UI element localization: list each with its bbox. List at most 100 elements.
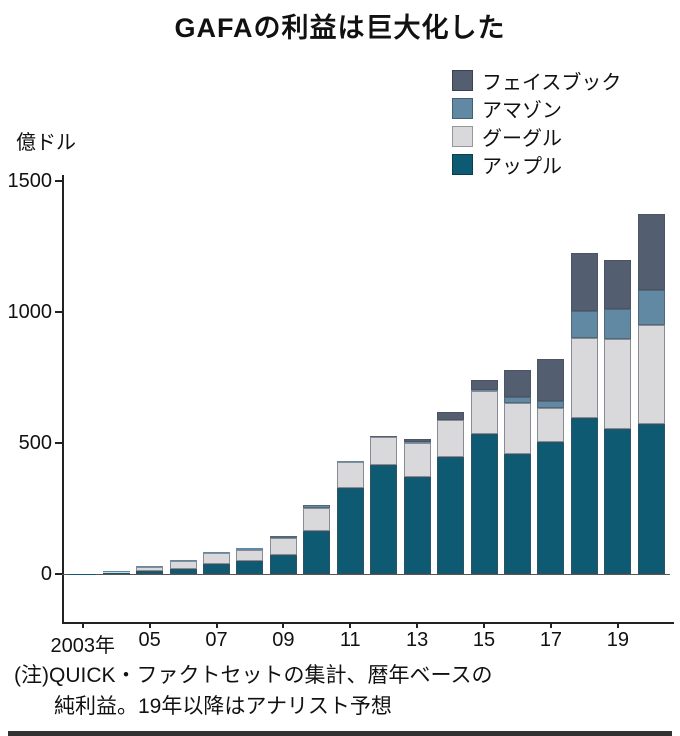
x-axis-label-07: 07 xyxy=(205,629,228,651)
bar-2008 xyxy=(236,548,264,574)
y-axis-line xyxy=(62,175,64,624)
bar-2012 xyxy=(370,436,398,574)
bar-segment-2009 xyxy=(269,555,297,574)
bar-segment-2010 xyxy=(303,505,331,509)
bar-segment-2010 xyxy=(303,530,331,574)
bar-2020 xyxy=(637,214,665,574)
bar-2015 xyxy=(470,380,498,574)
x-tick-13 xyxy=(416,622,419,628)
bar-segment-2005 xyxy=(136,570,164,574)
legend-item-0: フェイスブック xyxy=(452,66,621,94)
bar-segment-2017 xyxy=(537,400,565,409)
x-axis-label-05: 05 xyxy=(138,629,161,651)
bar-segment-2005 xyxy=(136,566,164,571)
bar-segment-2014 xyxy=(437,412,465,420)
x-axis-label-15: 15 xyxy=(472,629,496,651)
bar-segment-2006 xyxy=(169,568,197,574)
bar-2004 xyxy=(102,570,130,574)
legend-item-1: アマゾン xyxy=(452,94,621,122)
y-tick-label-0: 0 xyxy=(40,563,52,585)
bar-segment-2016 xyxy=(504,403,531,455)
x-tick-2003年 xyxy=(81,622,84,628)
bar-segment-2011 xyxy=(336,487,364,574)
bar-segment-2004 xyxy=(102,570,130,573)
chart-legend: フェイスブックアマゾングーグルアップル xyxy=(452,66,621,178)
x-tick-09 xyxy=(282,622,285,628)
bar-segment-2018 xyxy=(570,253,598,312)
x-axis-label-11: 11 xyxy=(339,629,361,651)
bar-2017 xyxy=(537,358,565,574)
bar-segment-2010 xyxy=(303,508,331,531)
x-axis-label-13: 13 xyxy=(406,629,429,651)
x-tick-07 xyxy=(215,622,218,628)
bar-segment-2009 xyxy=(269,535,297,539)
bar-segment-2016 xyxy=(504,370,531,397)
zero-baseline xyxy=(62,574,670,575)
y-tick-1500 xyxy=(55,180,62,182)
legend-label-2: グーグル xyxy=(482,127,562,150)
bar-segment-2015 xyxy=(470,380,498,390)
legend-swatch-3 xyxy=(452,153,473,175)
bar-segment-2013 xyxy=(403,438,431,443)
x-tick-15 xyxy=(483,622,486,628)
x-axis-label-2003年: 2003年 xyxy=(50,635,115,657)
bar-segment-2004 xyxy=(102,573,130,574)
y-tick-0 xyxy=(55,573,62,575)
y-tick-1000 xyxy=(55,311,62,313)
note-line-1: (注)QUICK・ファクトセットの集計、暦年ベースの xyxy=(14,664,493,687)
bar-2003 xyxy=(69,573,97,574)
bar-segment-2006 xyxy=(169,560,197,569)
bar-2006 xyxy=(169,560,197,574)
bar-segment-2004 xyxy=(102,572,130,574)
x-axis-label-19: 19 xyxy=(606,629,629,651)
bar-segment-2019 xyxy=(604,339,632,430)
legend-item-2: グーグル xyxy=(452,122,621,150)
legend-label-3: アップル xyxy=(482,155,562,178)
bar-segment-2007 xyxy=(203,553,230,565)
x-tick-19 xyxy=(616,622,619,628)
chart-title: GAFAの利益は巨大化した xyxy=(174,13,506,43)
bar-segment-2020 xyxy=(637,290,665,326)
bar-segment-2020 xyxy=(637,423,665,574)
bar-segment-2015 xyxy=(470,434,498,574)
bar-segment-2013 xyxy=(403,443,431,478)
y-tick-label-500: 500 xyxy=(18,432,52,454)
bar-segment-2017 xyxy=(537,358,565,401)
bar-2014 xyxy=(437,412,465,574)
x-tick-11 xyxy=(349,622,352,628)
y-tick-label-1000: 1000 xyxy=(7,301,53,323)
bar-2016 xyxy=(504,370,531,574)
bar-segment-2017 xyxy=(537,408,565,442)
legend-label-1: アマゾン xyxy=(482,99,562,122)
bar-segment-2008 xyxy=(236,560,264,574)
bar-segment-2011 xyxy=(336,462,364,488)
bar-segment-2011 xyxy=(336,460,364,463)
bar-segment-2016 xyxy=(504,454,531,574)
bar-segment-2019 xyxy=(604,308,632,340)
bar-2018 xyxy=(570,253,598,574)
bar-segment-2019 xyxy=(604,429,632,574)
bar-segment-2006 xyxy=(169,560,197,561)
bar-segment-2020 xyxy=(637,325,665,424)
legend-item-3: アップル xyxy=(452,150,621,178)
bottom-border xyxy=(8,731,672,736)
legend-swatch-2 xyxy=(452,125,473,147)
bar-2011 xyxy=(336,460,364,574)
x-tick-05 xyxy=(148,622,151,628)
bar-segment-2014 xyxy=(437,419,465,458)
bar-segment-2009 xyxy=(269,538,297,556)
bar-segment-2015 xyxy=(470,391,498,435)
bar-segment-2016 xyxy=(504,396,531,404)
bar-segment-2008 xyxy=(236,548,264,550)
y-tick-500 xyxy=(55,442,62,444)
bar-segment-2019 xyxy=(604,260,632,309)
bar-segment-2017 xyxy=(537,441,565,574)
bar-2007 xyxy=(203,551,230,574)
bar-segment-2012 xyxy=(370,464,398,574)
bar-segment-2015 xyxy=(470,389,498,392)
legend-swatch-0 xyxy=(452,69,473,91)
bar-segment-2018 xyxy=(570,311,598,338)
bar-2005 xyxy=(136,565,164,574)
bar-segment-2018 xyxy=(570,337,598,419)
